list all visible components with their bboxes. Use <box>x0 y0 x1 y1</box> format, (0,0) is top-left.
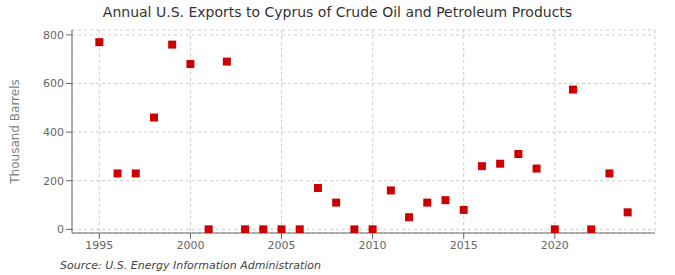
svg-text:0: 0 <box>57 223 64 236</box>
svg-text:2000: 2000 <box>176 239 204 252</box>
svg-text:2015: 2015 <box>450 239 478 252</box>
html-text:Annual U.S. Exports to Cyprus: Annual U.S. Exports to Cyprus of Crude O… <box>102 4 573 20</box>
svg-text:200: 200 <box>43 175 64 188</box>
svg-text:Thousand Barrels: Thousand Barrels <box>8 79 22 184</box>
svg-text:800: 800 <box>43 29 64 42</box>
svg-text:600: 600 <box>43 77 64 90</box>
svg-text:2020: 2020 <box>541 239 569 252</box>
svg-text:400: 400 <box>43 126 64 139</box>
svg-text:1995: 1995 <box>85 239 113 252</box>
svg-text:2005: 2005 <box>268 239 296 252</box>
html-text:Source: U.S. Energy Informatio: Source: U.S. Energy Information Administ… <box>60 259 321 272</box>
svg-text:2010: 2010 <box>359 239 387 252</box>
